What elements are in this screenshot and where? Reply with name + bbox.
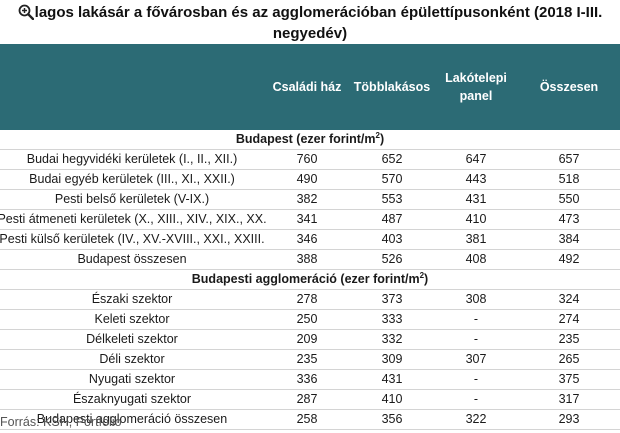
cell-c4: 265 [558, 352, 580, 366]
table-row: Pesti átmeneti kerületek (X., XIII., XIV… [0, 210, 620, 230]
header-lakotelepi-panel[interactable]: Lakótelepi panel [434, 44, 518, 130]
cell-c3: 408 [465, 252, 487, 266]
cell-c1: 250 [296, 312, 318, 326]
cell-c2: 410 [381, 392, 403, 406]
table-header: Családi ház Többlakásos Lakótelepi panel… [0, 44, 620, 130]
cell-c1: 235 [296, 352, 318, 366]
title-text-1: lagos lakásár a fővárosban és az agglome… [34, 4, 603, 21]
cell-c4: 324 [558, 292, 580, 306]
cell-c2: 309 [381, 352, 403, 366]
section-label-agglomeracio: Budapesti agglomeráció (ezer forint/m2) [191, 270, 429, 286]
cell-c1: 341 [296, 212, 318, 226]
cell-c2: 652 [381, 152, 403, 166]
row-label: Keleti szektor [94, 312, 170, 326]
table-row: Budai hegyvidéki kerületek (I., II., XII… [0, 150, 620, 170]
cell-c4: 473 [558, 212, 580, 226]
magnifier-plus-icon[interactable] [18, 4, 34, 20]
table-row: Déli szektor 235 309 307 265 [0, 350, 620, 370]
cell-c4: 317 [558, 392, 580, 406]
row-label: Pesti külső kerületek (IV., XV.-XVIII., … [0, 232, 265, 246]
cell-c3: 322 [465, 412, 487, 426]
cell-c3: 410 [465, 212, 487, 226]
header-tobblakasos[interactable]: Többlakásos [353, 80, 431, 94]
row-label: Budapesti agglomeráció összesen [36, 412, 228, 426]
cell-c4: 375 [558, 372, 580, 386]
cell-c3: - [473, 392, 479, 406]
cell-c4: 550 [558, 192, 580, 206]
row-label: Budai egyéb kerületek (III., XI., XXII.) [29, 172, 235, 186]
cell-c3: 647 [465, 152, 487, 166]
cell-c3: 307 [465, 352, 487, 366]
cell-c3: - [473, 372, 479, 386]
header-csaladi-haz[interactable]: Családi ház [272, 80, 342, 94]
cell-c2: 570 [381, 172, 403, 186]
cell-c1: 346 [296, 232, 318, 246]
cell-c1: 760 [296, 152, 318, 166]
title-line-1: lagos lakásár a fővárosban és az agglome… [0, 2, 620, 23]
cell-c1: 336 [296, 372, 318, 386]
table-row: Budapesti agglomeráció összesen 258 356 322… [0, 410, 620, 430]
row-label: Nyugati szektor [88, 372, 176, 386]
row-label: Északi szektor [91, 292, 173, 306]
row-label: Északnyugati szektor [72, 392, 192, 406]
table-row: Nyugati szektor 336 431 - 375 [0, 370, 620, 390]
header-lakotelepi-line1: Lakótelepi [445, 71, 507, 85]
cell-c1: 287 [296, 392, 318, 406]
row-label: Pesti belső kerületek (V-IX.) [54, 192, 210, 206]
table-row: Budapest összesen 388 526 408 492 [0, 250, 620, 270]
cell-c4: 492 [558, 252, 580, 266]
table-row: Keleti szektor 250 333 - 274 [0, 310, 620, 330]
cell-c2: 487 [381, 212, 403, 226]
cell-c4: 657 [558, 152, 580, 166]
section-label-budapest: Budapest (ezer forint/m2) [235, 130, 385, 146]
cell-c2: 403 [381, 232, 403, 246]
title-line-2: negyedév) [272, 25, 348, 42]
cell-c1: 278 [296, 292, 318, 306]
cell-c4: 293 [558, 412, 580, 426]
cell-c1: 209 [296, 332, 318, 346]
cell-c2: 526 [381, 252, 403, 266]
table-row: Budai egyéb kerületek (III., XI., XXII.)… [0, 170, 620, 190]
cell-c4: 274 [558, 312, 580, 326]
row-label: Budai hegyvidéki kerületek (I., II., XII… [26, 152, 238, 166]
cell-c2: 356 [381, 412, 403, 426]
cell-c4: 384 [558, 232, 580, 246]
cell-c3: 308 [465, 292, 487, 306]
cell-c2: 332 [381, 332, 403, 346]
cell-c1: 258 [296, 412, 318, 426]
table-row: Pesti belső kerületek (V-IX.) 382 553 431 55… [0, 190, 620, 210]
row-label: Pesti átmeneti kerületek (X., XIII., XIV… [0, 212, 267, 226]
header-lakotelepi-line2: panel [459, 89, 493, 103]
cell-c1: 490 [296, 172, 318, 186]
row-label: Délkeleti szektor [86, 332, 178, 346]
table-row: Északi szektor 278 373 308 324 [0, 290, 620, 310]
table-row: Délkeleti szektor 209 332 - 235 [0, 330, 620, 350]
cell-c1: 382 [296, 192, 318, 206]
source-note: Forrás: KSH, Portfolio [0, 415, 122, 429]
cell-c4: 518 [558, 172, 580, 186]
table-row: Északnyugati szektor 287 410 - 317 [0, 390, 620, 410]
chart-title: lagos lakásár a fővárosban és az agglome… [0, 0, 620, 44]
cell-c2: 553 [381, 192, 403, 206]
cell-c1: 388 [296, 252, 318, 266]
cell-c3: - [473, 332, 479, 346]
row-label: Budapest összesen [77, 252, 187, 266]
row-label: Déli szektor [99, 352, 165, 366]
table-body: Budapest (ezer forint/m2) Budai hegyvidé… [0, 130, 620, 430]
cell-c3: 431 [465, 192, 487, 206]
cell-c2: 333 [381, 312, 403, 326]
section-header-agglomeracio: Budapesti agglomeráció (ezer forint/m2) [0, 270, 620, 290]
cell-c3: 443 [465, 172, 487, 186]
section-header-budapest: Budapest (ezer forint/m2) [0, 130, 620, 150]
cell-c2: 373 [381, 292, 403, 306]
cell-c3: - [473, 312, 479, 326]
header-osszesen[interactable]: Összesen [539, 80, 599, 94]
cell-c3: 381 [465, 232, 487, 246]
cell-c2: 431 [381, 372, 403, 386]
cell-c4: 235 [558, 332, 580, 346]
table-row: Pesti külső kerületek (IV., XV.-XVIII., … [0, 230, 620, 250]
